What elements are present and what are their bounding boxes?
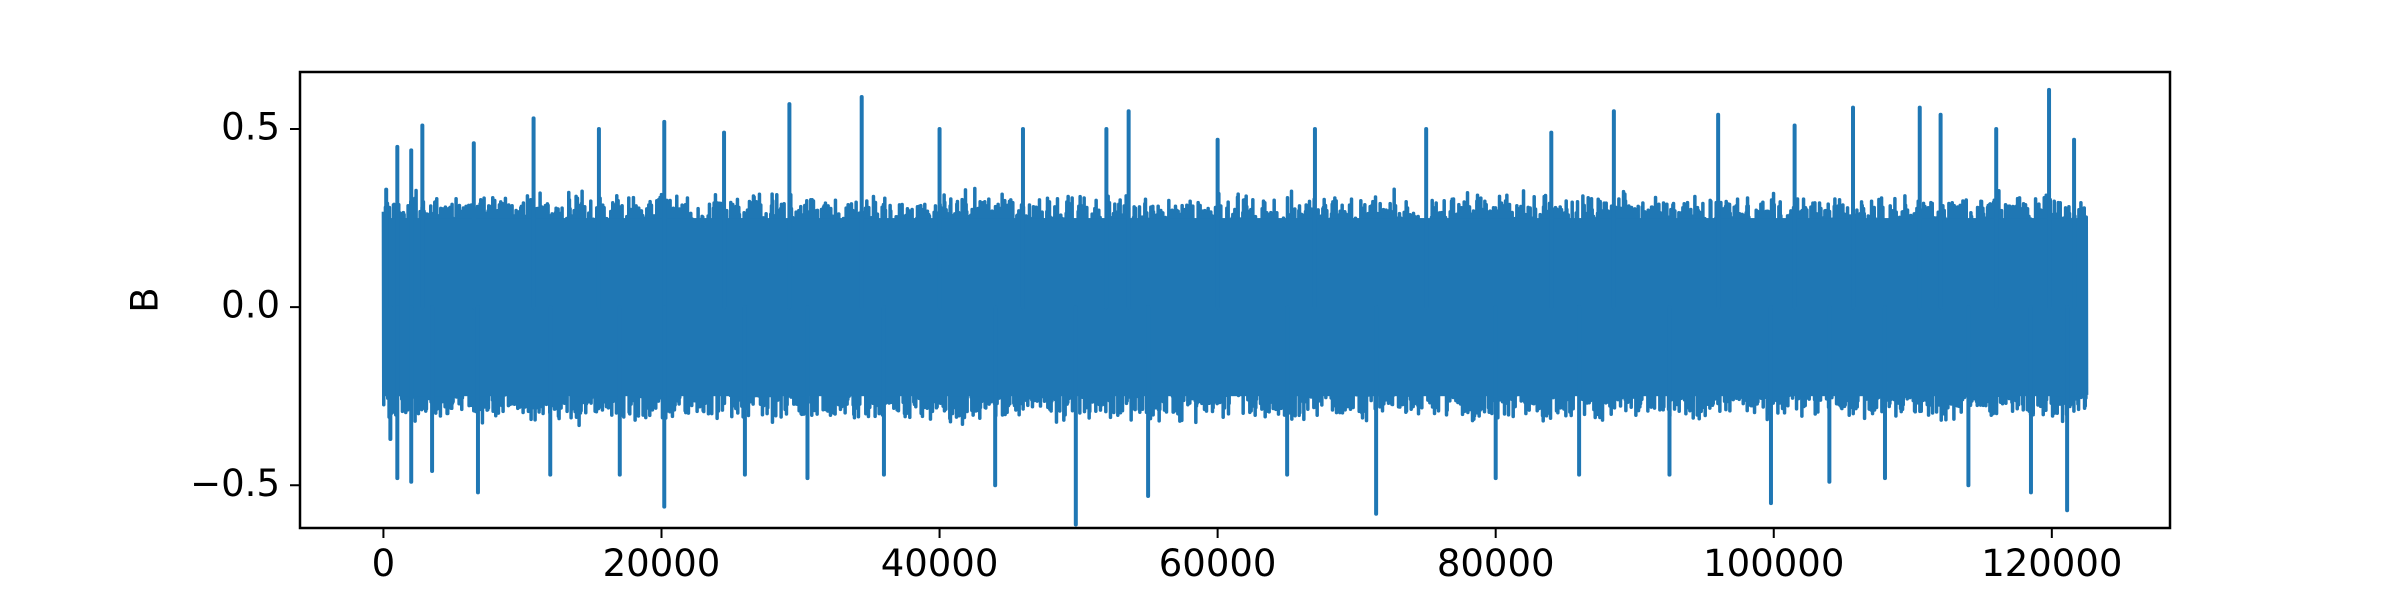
x-tick-label: 20000 <box>603 542 721 585</box>
series-core-band <box>383 218 2087 397</box>
y-axis: −0.5 0.0 0.5 <box>190 106 300 505</box>
x-axis: 0 20000 40000 60000 80000 100000 120000 <box>372 528 2122 585</box>
axes-frame <box>298 70 2172 530</box>
x-tick-label: 60000 <box>1159 542 1277 585</box>
plot-area <box>381 87 2089 527</box>
x-tick-label: 40000 <box>881 542 999 585</box>
x-tick-label: 80000 <box>1437 542 1555 585</box>
x-tick-label: 120000 <box>1981 542 2122 585</box>
y-axis-label: B <box>124 287 167 312</box>
x-tick-label: 100000 <box>1703 542 1844 585</box>
x-tick-label: 0 <box>372 542 396 585</box>
y-tick-label: 0.0 <box>221 284 280 327</box>
y-tick-label: −0.5 <box>190 462 280 505</box>
y-tick-label: 0.5 <box>221 106 280 149</box>
